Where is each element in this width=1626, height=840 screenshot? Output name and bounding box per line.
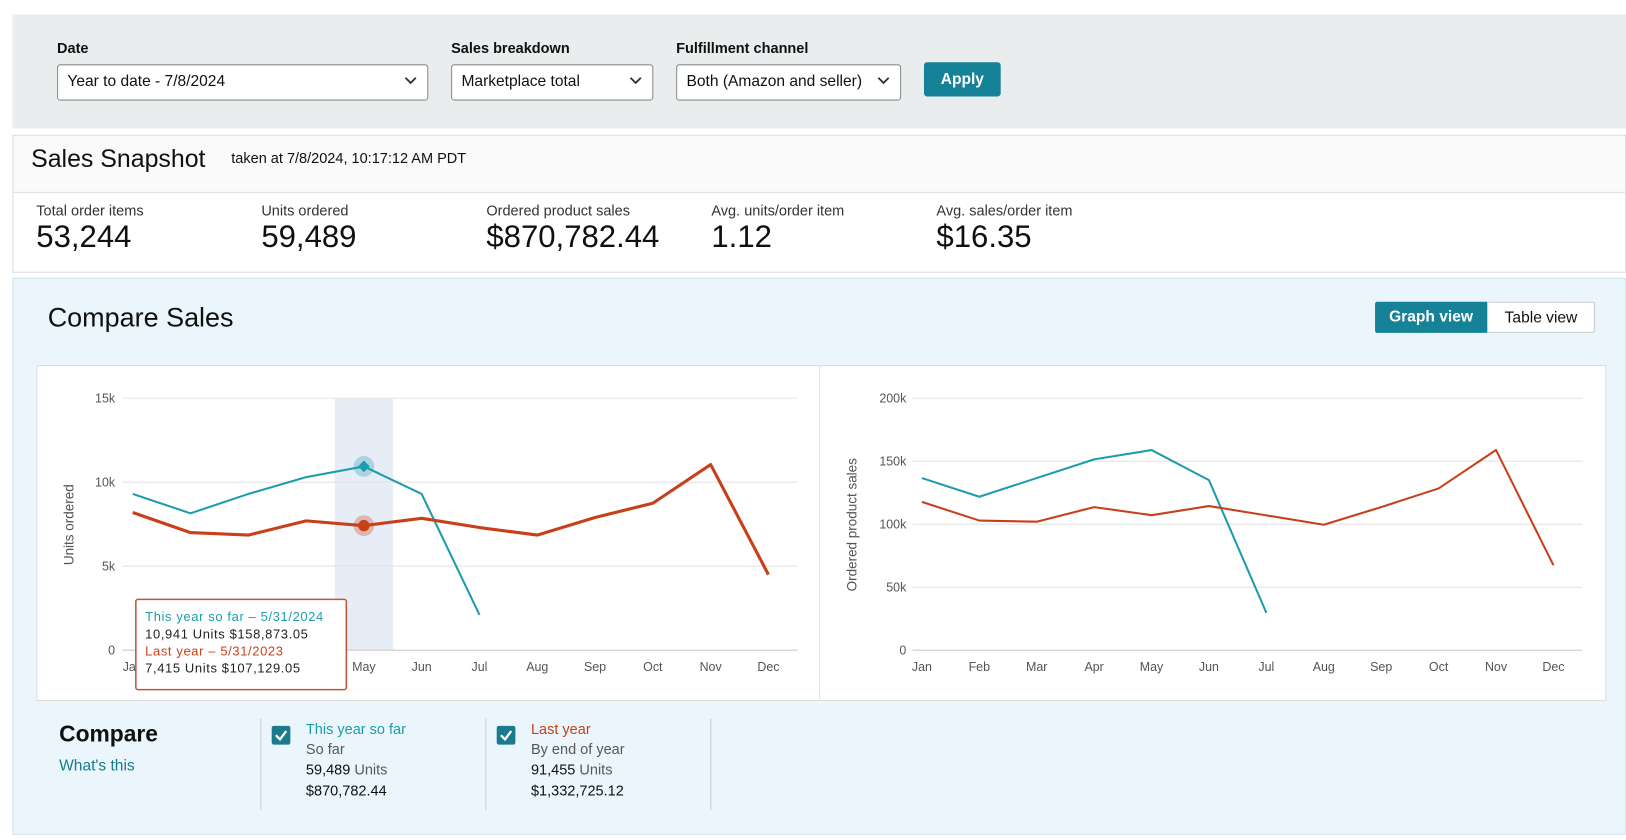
filter-label: Sales breakdown: [451, 39, 570, 56]
metric-label: Ordered product sales: [486, 202, 631, 219]
y-tick-label: 10k: [95, 475, 116, 489]
hover-marker: [358, 519, 370, 532]
legend-units: 91,455 Units: [531, 761, 613, 778]
filter-label: Date: [57, 39, 89, 56]
divider: [260, 718, 262, 810]
checkbox[interactable]: [271, 725, 291, 745]
apply-button[interactable]: Apply: [923, 62, 1001, 97]
select-value: Year to date - 7/8/2024: [67, 72, 226, 91]
graph-view-button[interactable]: Graph view: [1375, 301, 1488, 333]
select-value: Both (Amazon and seller): [686, 72, 863, 91]
x-tick-label: Dec: [757, 660, 779, 674]
series-line: [921, 449, 1268, 614]
tooltip-line: Last year – 5/31/2023: [145, 643, 283, 658]
x-tick-label: May: [1140, 660, 1164, 674]
legend-sales: $870,782.44: [305, 781, 387, 799]
x-tick-label: Aug: [526, 660, 548, 674]
x-tick-label: Dec: [1542, 660, 1564, 674]
x-tick-label: Jun: [412, 660, 432, 674]
check: [275, 730, 288, 742]
x-tick-label: May: [352, 660, 376, 674]
metric-value: 53,244: [36, 219, 132, 255]
legend-subtitle: By end of year: [530, 740, 625, 758]
legend-sales: $1,332,725.12: [530, 781, 624, 799]
y-axis-label: Units ordered: [62, 484, 77, 565]
units-label: Units: [579, 761, 613, 778]
x-tick-label: Nov: [700, 660, 723, 674]
snapshot-header: [12, 134, 1626, 193]
tooltip-line: 7,415 Units $107,129.05: [145, 660, 300, 675]
hover-marker: [358, 460, 370, 473]
y-tick-label: 200k: [879, 391, 907, 405]
tooltip-line: 10,941 Units $158,873.05: [145, 626, 308, 641]
chevron: [629, 77, 642, 85]
table-view-button[interactable]: Table view: [1487, 301, 1595, 333]
section-title: Compare Sales: [47, 301, 234, 333]
series-line: [921, 448, 1555, 566]
y-tick-label: 15k: [95, 391, 116, 405]
metric-label: Avg. sales/order item: [936, 202, 1073, 219]
legend-name: Last year: [530, 720, 591, 738]
date-select[interactable]: Year to date - 7/8/2024: [57, 64, 429, 101]
x-tick-label: Oct: [1429, 660, 1449, 674]
x-tick-label: Feb: [969, 660, 991, 674]
x-tick-label: Jan: [912, 660, 932, 674]
y-tick-label: 0: [108, 643, 115, 657]
series-line: [132, 463, 770, 576]
compare-title: Compare: [59, 720, 158, 747]
x-tick-label: Jul: [472, 660, 488, 674]
x-tick-label: Sep: [584, 660, 606, 674]
y-tick-label: 0: [899, 643, 906, 657]
y-axis-label: Ordered product sales: [845, 458, 860, 592]
x-tick-label: Nov: [1485, 660, 1508, 674]
metric-value: 1.12: [711, 219, 772, 255]
breakdown-select[interactable]: Marketplace total: [451, 64, 654, 101]
series-line: [132, 465, 481, 616]
metric-label: Units ordered: [261, 202, 349, 219]
tooltip: [135, 598, 348, 691]
y-tick-label: 50k: [886, 580, 907, 594]
select-value: Marketplace total: [461, 72, 580, 91]
metric-value: $16.35: [936, 219, 1032, 255]
metric-value: 59,489: [261, 219, 357, 255]
legend-units: 59,489 Units: [306, 761, 388, 778]
x-tick-label: Jun: [1199, 660, 1219, 674]
filter-label: Fulfillment channel: [676, 39, 809, 56]
check: [500, 730, 513, 742]
y-tick-label: 150k: [879, 454, 907, 468]
snapshot-title: Sales Snapshot: [31, 145, 206, 174]
divider: [485, 718, 487, 810]
units-value: 91,455: [530, 761, 576, 778]
x-tick-label: Aug: [1313, 660, 1335, 674]
y-tick-label: 5k: [102, 559, 116, 573]
fulfillment-select[interactable]: Both (Amazon and seller): [676, 64, 902, 101]
chart-card: [820, 365, 1607, 702]
whats-this-link[interactable]: What's this: [59, 757, 135, 775]
checkbox[interactable]: [496, 725, 516, 745]
x-tick-label: Sep: [1370, 660, 1392, 674]
legend-name: This year so far: [305, 720, 406, 738]
divider: [710, 718, 712, 810]
units-label: Units: [354, 761, 388, 778]
chevron: [877, 77, 890, 85]
chevron: [404, 77, 417, 85]
x-tick-label: Mar: [1026, 660, 1047, 674]
units-value: 59,489: [305, 761, 351, 778]
tooltip-line: This year so far – 5/31/2024: [145, 609, 324, 624]
metric-value: $870,782.44: [486, 219, 660, 255]
metric-label: Total order items: [36, 202, 144, 219]
y-tick-label: 100k: [879, 517, 907, 531]
snapshot-metrics: [12, 192, 1626, 273]
legend-subtitle: So far: [305, 740, 345, 758]
x-tick-label: Jul: [1258, 660, 1274, 674]
x-tick-label: Apr: [1084, 660, 1103, 674]
metric-label: Avg. units/order item: [711, 202, 845, 219]
x-tick-label: Oct: [643, 660, 663, 674]
snapshot-time: taken at 7/8/2024, 10:17:12 AM PDT: [231, 149, 467, 166]
